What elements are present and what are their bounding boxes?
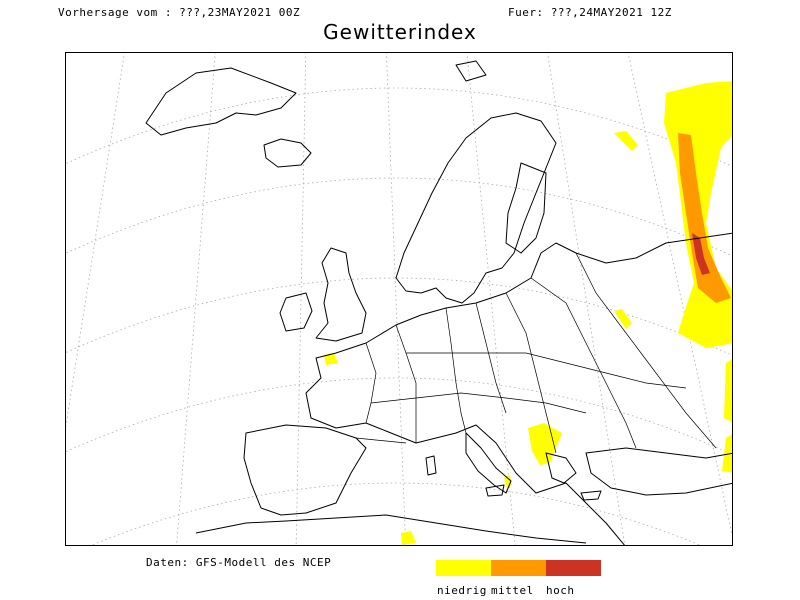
iceland-coast [263, 138, 312, 168]
legend-label-medium: mittel [491, 584, 534, 597]
hazard-small-ukraine [614, 309, 632, 329]
legend-swatch-high [546, 560, 601, 576]
north-africa-coast [195, 514, 587, 544]
hazard-black-sea-east [724, 359, 732, 422]
hazard-medium-band [678, 133, 731, 303]
coastlines [145, 60, 732, 545]
map-title: Gewitterindex [323, 20, 477, 44]
hazard-turkey [722, 434, 732, 473]
forecast-run-label: Vorhersage vom : ???,23MAY2021 00Z [58, 6, 301, 19]
europe-map [66, 53, 732, 545]
svalbard-coast [455, 60, 487, 82]
legend-swatch-low [436, 560, 491, 576]
corsica-sardinia [425, 455, 437, 476]
ireland-coast [279, 292, 313, 332]
iberia-coast [243, 424, 367, 516]
britain-coast [315, 247, 367, 342]
europe-coast [305, 232, 732, 545]
legend-bar [436, 560, 602, 576]
legend-label-high: hoch [546, 584, 575, 597]
legend-swatch-medium [491, 560, 546, 576]
map-panel [65, 52, 733, 546]
italy-coast [465, 432, 512, 494]
greece-coast [545, 452, 577, 484]
data-source-label: Daten: GFS-Modell des NCEP [146, 556, 332, 569]
hazard-high-core [692, 233, 710, 275]
valid-time-label: Fuer: ???,24MAY2021 12Z [508, 6, 672, 19]
greenland-coast [145, 67, 297, 136]
turkey-coast [585, 447, 732, 496]
hazard-small-north [614, 131, 638, 151]
hazard-medium-areas [678, 133, 731, 303]
finland-coast [505, 162, 547, 254]
hazard-high-areas [692, 233, 710, 275]
hazard-low-areas [324, 81, 732, 545]
crete-coast [580, 490, 602, 501]
graticule [66, 53, 732, 545]
hazard-france [324, 353, 338, 365]
sicily-coast [485, 484, 505, 497]
hazard-north-africa [401, 531, 416, 545]
legend-label-low: niedrig [437, 584, 487, 597]
country-borders [355, 252, 717, 454]
scandinavia-coast [395, 112, 557, 304]
hazard-balkan [528, 423, 562, 465]
